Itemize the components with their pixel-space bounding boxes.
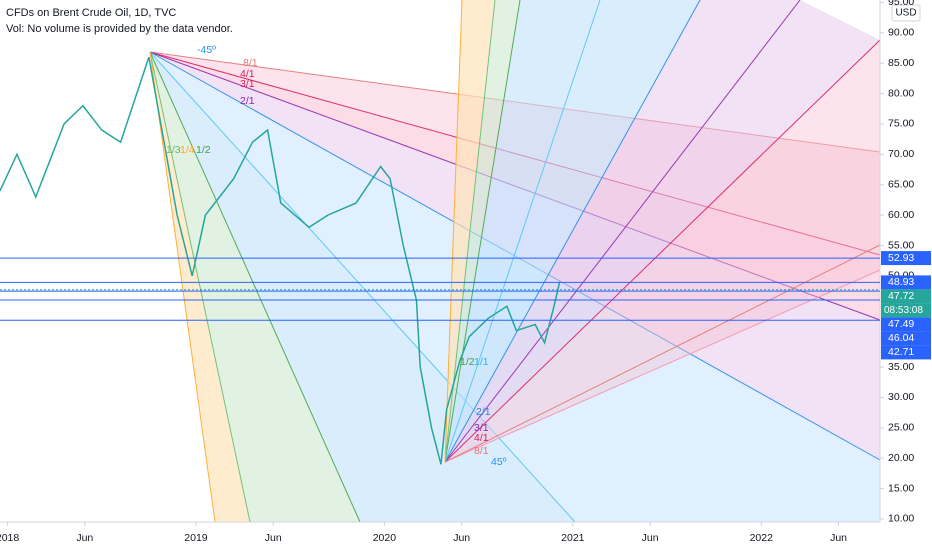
y-tick-label: 20.00 — [888, 452, 914, 464]
fan-label: 8/1 — [474, 445, 489, 457]
x-tick-label: 2021 — [561, 532, 585, 544]
price-label: 46.04 — [888, 332, 914, 344]
x-tick-label: Jun — [830, 532, 847, 544]
x-tick-label: Jun — [265, 532, 282, 544]
fan-label: 2/1 — [476, 406, 491, 418]
price-label-bg — [881, 345, 931, 360]
price-label: 47.72 — [888, 290, 914, 302]
chart-subtitle: Vol: No volume is provided by the data v… — [6, 23, 233, 35]
fan-label: 1/1 — [474, 356, 489, 368]
x-tick-label: 2018 — [0, 532, 19, 544]
y-tick-label: 85.00 — [888, 57, 914, 69]
fan-label: 1/2 — [460, 356, 475, 368]
gann-fans — [149, 0, 881, 523]
fan-label: 4/1 — [474, 432, 489, 444]
x-tick-label: 2022 — [750, 532, 774, 544]
x-tick-label: Jun — [453, 532, 470, 544]
y-tick-label: 10.00 — [888, 513, 914, 525]
price-axis-bg — [880, 0, 932, 550]
y-tick-label: 30.00 — [888, 391, 914, 403]
fan-label: 1/3 — [166, 144, 181, 156]
price-label: 47.49 — [888, 318, 914, 330]
y-tick-label: 95.00 — [888, 0, 914, 8]
countdown-bg — [881, 303, 931, 318]
y-tick-label: 80.00 — [888, 87, 914, 99]
x-tick-label: 2019 — [184, 532, 208, 544]
y-tick-label: 55.00 — [888, 239, 914, 251]
price-label: 42.71 — [888, 346, 914, 358]
y-tick-label: 65.00 — [888, 179, 914, 191]
price-label-bg — [881, 289, 931, 304]
x-tick-label: Jun — [642, 532, 659, 544]
time-axis-bg — [0, 522, 932, 550]
price-label-bg — [881, 275, 931, 290]
fan-label: 45º — [491, 456, 507, 468]
y-tick-label: 35.00 — [888, 361, 914, 373]
y-tick-label: 25.00 — [888, 422, 914, 434]
y-tick-label: 15.00 — [888, 482, 914, 494]
y-tick-label: 70.00 — [888, 148, 914, 160]
y-tick-label: 75.00 — [888, 118, 914, 130]
price-label-bg — [881, 331, 931, 346]
fan-label: 8/1 — [243, 57, 258, 69]
fan-label: 1/4 — [180, 144, 195, 156]
price-label: 52.93 — [888, 252, 914, 264]
fan-label: 3/1 — [240, 78, 255, 90]
price-label: 48.93 — [888, 276, 914, 288]
unit-box[interactable] — [891, 4, 921, 22]
x-tick-label: Jun — [76, 532, 93, 544]
price-line — [0, 56, 561, 465]
fan-label: 4/1 — [240, 68, 255, 80]
fan-label: -45º — [197, 44, 216, 56]
chart-title: CFDs on Brent Crude Oil, 1D, TVC — [6, 7, 176, 19]
unit-label[interactable]: USD — [895, 8, 916, 19]
y-tick-label: 90.00 — [888, 27, 914, 39]
x-tick-label: 2020 — [373, 532, 397, 544]
countdown: 08:53:08 — [884, 305, 923, 316]
fan-label: 3/1 — [474, 422, 489, 434]
price-label-bg — [881, 251, 931, 266]
y-tick-label: 60.00 — [888, 209, 914, 221]
fan-label: 2/1 — [240, 95, 255, 107]
price-label-bg — [881, 317, 931, 332]
fan-label: 1/2 — [196, 144, 211, 156]
